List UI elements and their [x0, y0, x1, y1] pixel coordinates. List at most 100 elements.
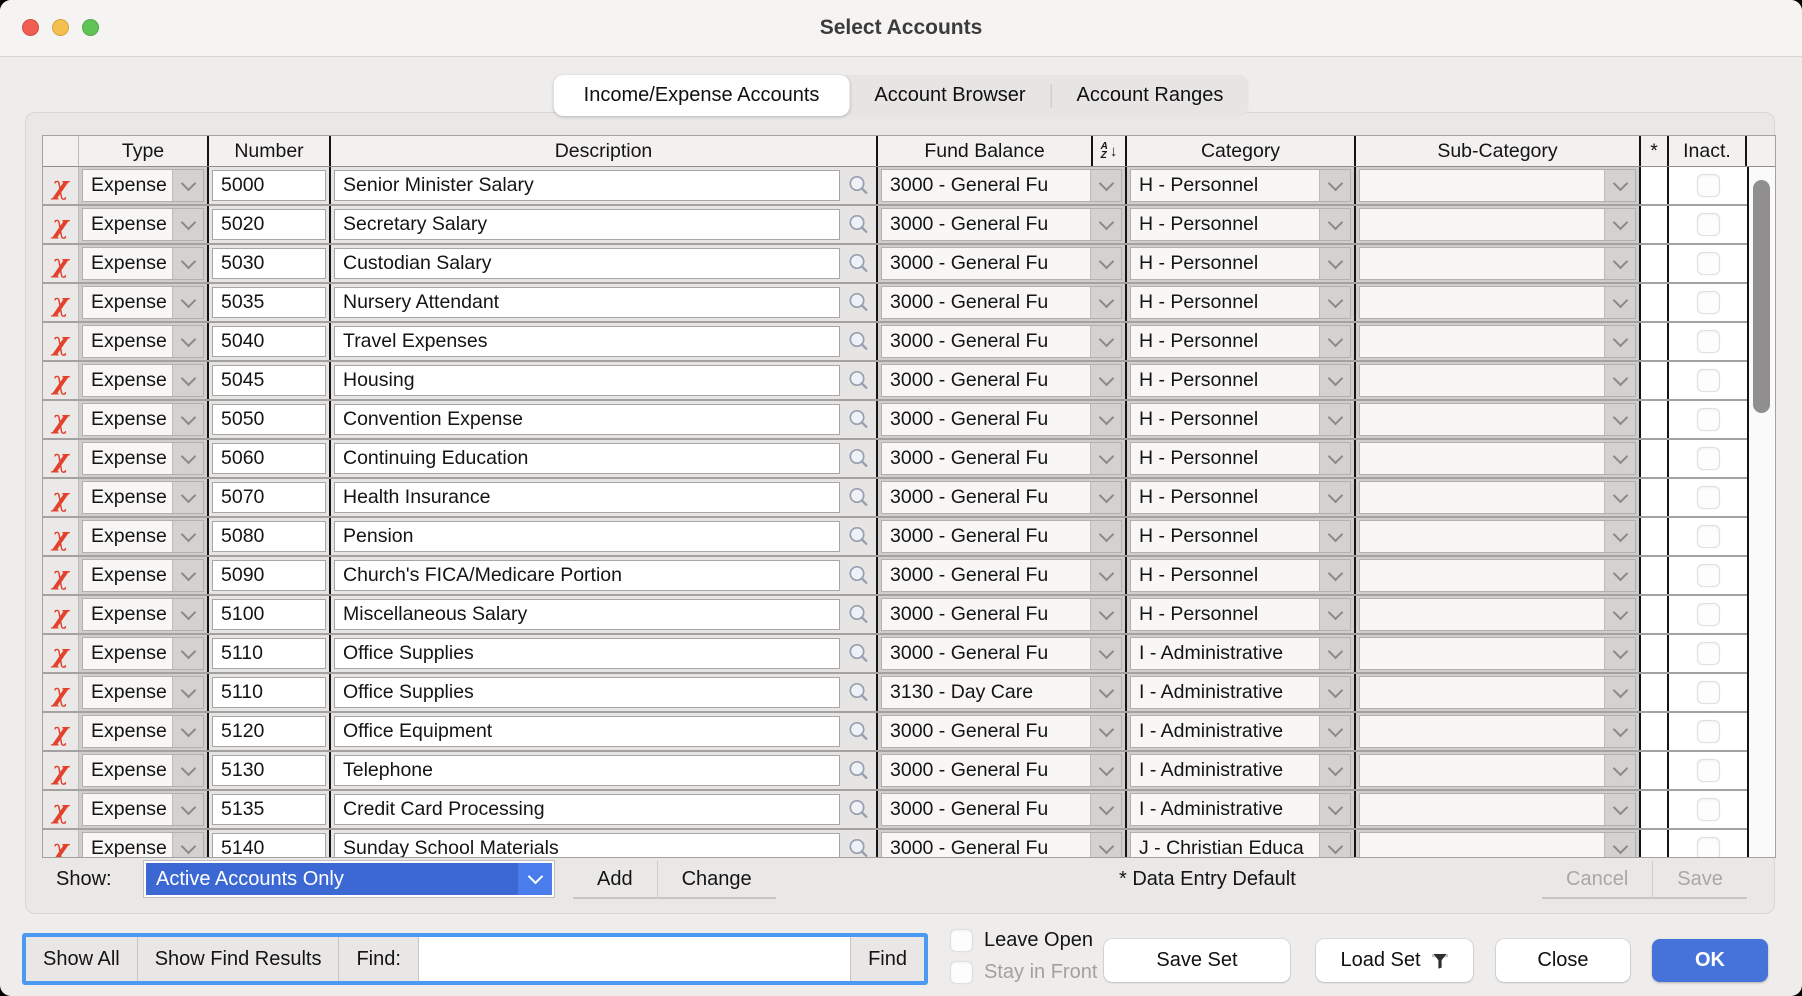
sub-category-select[interactable] — [1359, 325, 1636, 358]
account-number-input[interactable]: 5020 — [212, 209, 326, 240]
account-number-input[interactable]: 5130 — [212, 755, 326, 786]
fund-balance-select[interactable]: 3000 - General Fu — [881, 559, 1122, 592]
search-icon[interactable] — [840, 170, 876, 201]
sub-category-select[interactable] — [1359, 637, 1636, 670]
chevron-down-icon[interactable] — [1319, 521, 1350, 552]
chevron-down-icon[interactable] — [1090, 599, 1121, 630]
search-icon[interactable] — [840, 404, 876, 435]
type-select[interactable]: Expense — [82, 754, 204, 787]
sub-category-select[interactable] — [1359, 676, 1636, 709]
chevron-down-icon[interactable] — [1319, 248, 1350, 279]
chevron-down-icon[interactable] — [172, 248, 203, 279]
sub-category-select[interactable] — [1359, 832, 1636, 857]
fund-balance-select[interactable]: 3000 - General Fu — [881, 403, 1122, 436]
account-number-input[interactable]: 5110 — [212, 638, 326, 669]
type-select[interactable]: Expense — [82, 520, 204, 553]
description-input[interactable]: Convention Expense — [334, 404, 840, 435]
chevron-down-icon[interactable] — [1604, 794, 1635, 825]
chevron-down-icon[interactable] — [1090, 638, 1121, 669]
category-select[interactable]: H - Personnel — [1130, 598, 1351, 631]
chevron-down-icon[interactable] — [172, 404, 203, 435]
description-input[interactable]: Miscellaneous Salary — [334, 599, 840, 630]
chevron-down-icon[interactable] — [1090, 443, 1121, 474]
chevron-down-icon[interactable] — [1604, 365, 1635, 396]
category-select[interactable]: H - Personnel — [1130, 169, 1351, 202]
type-select[interactable]: Expense — [82, 676, 204, 709]
category-select[interactable]: H - Personnel — [1130, 442, 1351, 475]
delete-row-icon[interactable]: χ — [52, 483, 69, 512]
inactive-checkbox[interactable] — [1696, 837, 1720, 857]
fund-balance-select[interactable]: 3000 - General Fu — [881, 442, 1122, 475]
type-select[interactable]: Expense — [82, 169, 204, 202]
chevron-down-icon[interactable] — [1604, 560, 1635, 591]
inactive-checkbox[interactable] — [1696, 681, 1720, 704]
stay-in-front-checkbox[interactable] — [950, 961, 973, 984]
inactive-checkbox[interactable] — [1696, 564, 1720, 587]
cancel-button[interactable]: Cancel — [1542, 861, 1653, 899]
description-input[interactable]: Travel Expenses — [334, 326, 840, 357]
sub-category-select[interactable] — [1359, 754, 1636, 787]
sub-category-select[interactable] — [1359, 481, 1636, 514]
chevron-down-icon[interactable] — [1090, 209, 1121, 240]
chevron-down-icon[interactable] — [172, 443, 203, 474]
inactive-checkbox[interactable] — [1696, 720, 1720, 743]
type-select[interactable]: Expense — [82, 715, 204, 748]
delete-row-icon[interactable]: χ — [52, 678, 69, 707]
chevron-down-icon[interactable] — [1090, 794, 1121, 825]
type-select[interactable]: Expense — [82, 481, 204, 514]
search-icon[interactable] — [840, 794, 876, 825]
chevron-down-icon[interactable] — [1604, 209, 1635, 240]
chevron-down-icon[interactable] — [1319, 560, 1350, 591]
chevron-down-icon[interactable] — [1319, 755, 1350, 786]
description-input[interactable]: Sunday School Materials — [334, 833, 840, 857]
delete-row-icon[interactable]: χ — [52, 522, 69, 551]
account-number-input[interactable]: 5070 — [212, 482, 326, 513]
search-icon[interactable] — [840, 755, 876, 786]
chevron-down-icon[interactable] — [172, 599, 203, 630]
account-number-input[interactable]: 5110 — [212, 677, 326, 708]
chevron-down-icon[interactable] — [1090, 521, 1121, 552]
fund-balance-select[interactable]: 3000 - General Fu — [881, 325, 1122, 358]
fund-balance-select[interactable]: 3000 - General Fu — [881, 286, 1122, 319]
inactive-checkbox[interactable] — [1696, 291, 1720, 314]
description-input[interactable]: Church's FICA/Medicare Portion — [334, 560, 840, 591]
fund-balance-select[interactable]: 3130 - Day Care — [881, 676, 1122, 709]
chevron-down-icon[interactable] — [1604, 248, 1635, 279]
account-number-input[interactable]: 5140 — [212, 833, 326, 857]
account-number-input[interactable]: 5100 — [212, 599, 326, 630]
chevron-down-icon[interactable] — [1604, 755, 1635, 786]
sub-category-select[interactable] — [1359, 793, 1636, 826]
chevron-down-icon[interactable] — [1604, 443, 1635, 474]
chevron-down-icon[interactable] — [1319, 677, 1350, 708]
type-select[interactable]: Expense — [82, 325, 204, 358]
chevron-down-icon[interactable] — [172, 833, 203, 857]
chevron-down-icon[interactable] — [1319, 443, 1350, 474]
delete-row-icon[interactable]: χ — [52, 288, 69, 317]
chevron-down-icon[interactable] — [1090, 365, 1121, 396]
chevron-down-icon[interactable] — [1090, 248, 1121, 279]
type-select[interactable]: Expense — [82, 442, 204, 475]
save-set-button[interactable]: Save Set — [1104, 939, 1290, 982]
category-select[interactable]: H - Personnel — [1130, 208, 1351, 241]
chevron-down-icon[interactable] — [1319, 833, 1350, 857]
chevron-down-icon[interactable] — [172, 482, 203, 513]
type-select[interactable]: Expense — [82, 364, 204, 397]
account-number-input[interactable]: 5040 — [212, 326, 326, 357]
load-set-button[interactable]: Load Set — [1316, 939, 1473, 982]
fund-balance-select[interactable]: 3000 - General Fu — [881, 481, 1122, 514]
inactive-checkbox[interactable] — [1696, 174, 1720, 197]
inactive-checkbox[interactable] — [1696, 603, 1720, 626]
sub-category-select[interactable] — [1359, 364, 1636, 397]
search-icon[interactable] — [840, 443, 876, 474]
chevron-down-icon[interactable] — [1604, 482, 1635, 513]
category-select[interactable]: I - Administrative — [1130, 676, 1351, 709]
chevron-down-icon[interactable] — [172, 209, 203, 240]
chevron-down-icon[interactable] — [1319, 209, 1350, 240]
inactive-checkbox[interactable] — [1696, 798, 1720, 821]
chevron-down-icon[interactable] — [1319, 170, 1350, 201]
description-input[interactable]: Secretary Salary — [334, 209, 840, 240]
chevron-down-icon[interactable] — [1319, 716, 1350, 747]
leave-open-checkbox[interactable] — [950, 929, 973, 952]
type-select[interactable]: Expense — [82, 598, 204, 631]
